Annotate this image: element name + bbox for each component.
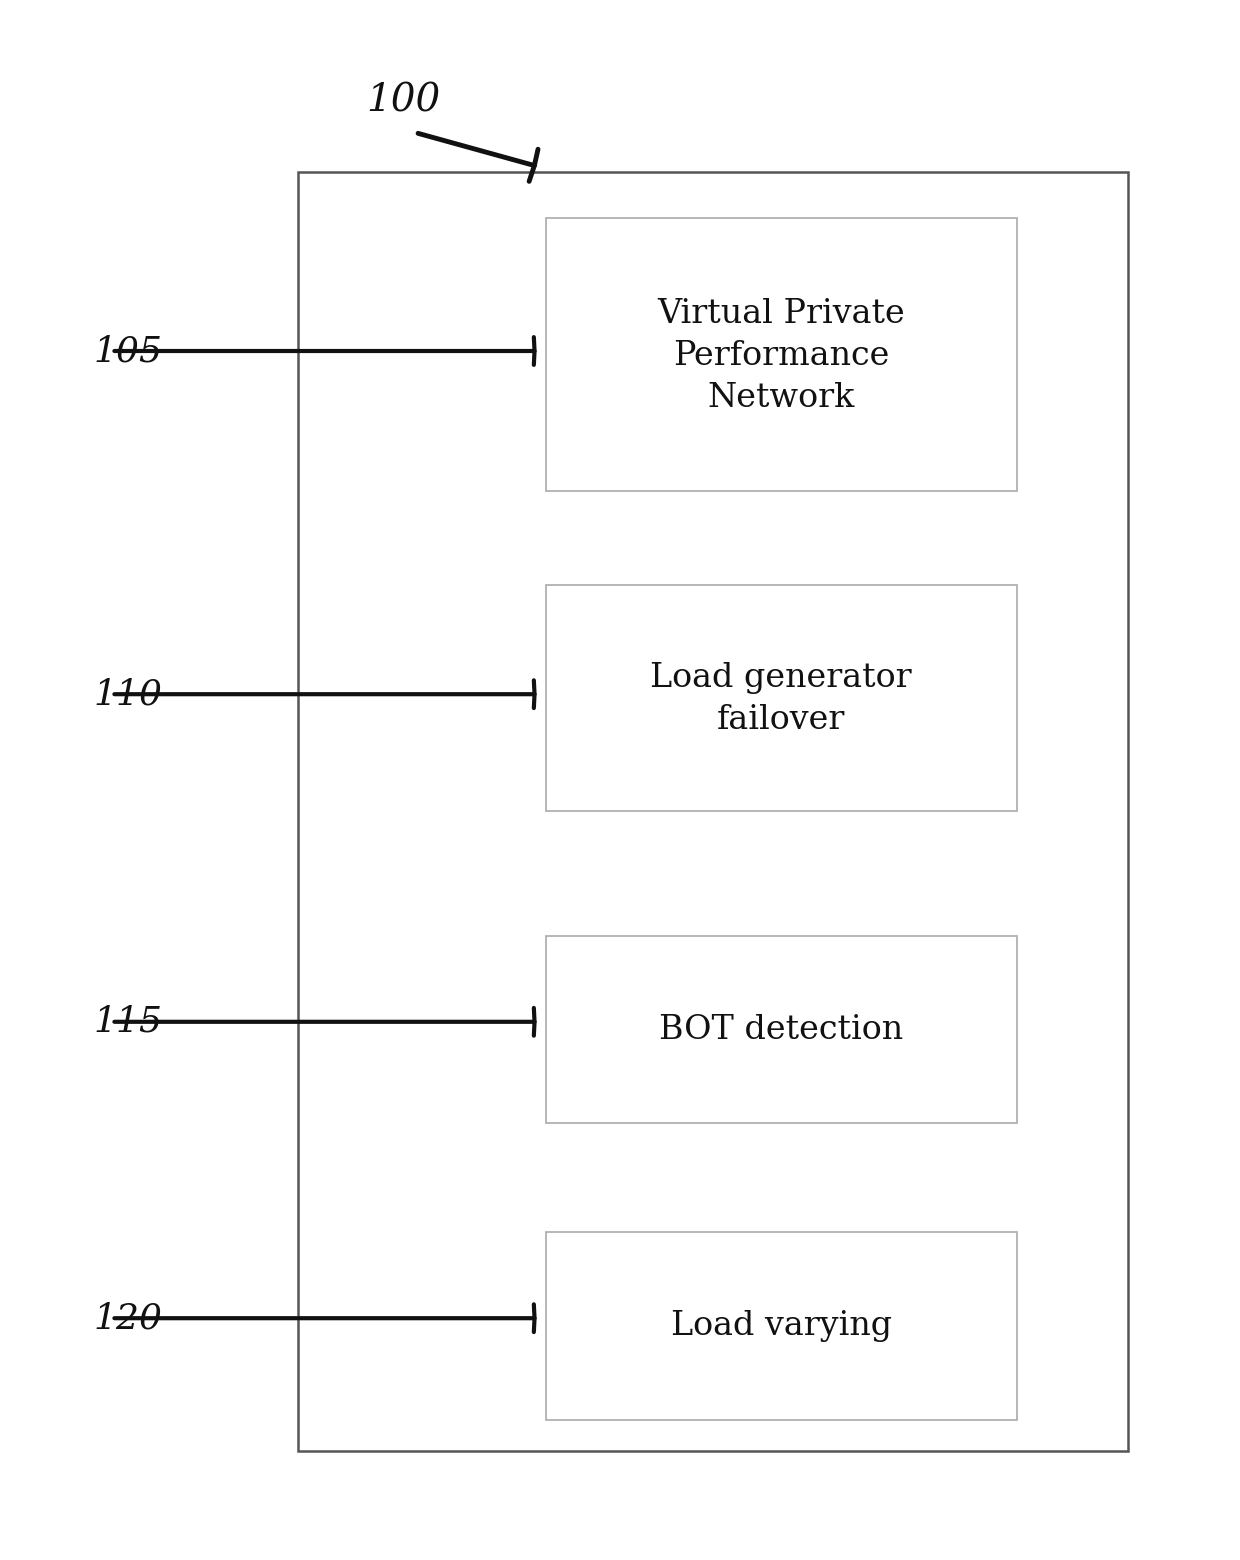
Text: BOT detection: BOT detection (660, 1014, 903, 1045)
Text: Virtual Private
Performance
Network: Virtual Private Performance Network (657, 298, 905, 413)
Text: 110: 110 (93, 677, 162, 711)
Bar (546, 218, 1017, 491)
Text: 105: 105 (93, 334, 162, 368)
Bar (546, 585, 1017, 811)
Text: 100: 100 (366, 83, 440, 120)
Text: 115: 115 (93, 1005, 162, 1039)
Text: Load varying: Load varying (671, 1310, 892, 1342)
Text: Load generator
failover: Load generator failover (651, 661, 911, 736)
Text: 120: 120 (93, 1301, 162, 1335)
Bar (546, 1232, 1017, 1420)
Bar (546, 936, 1017, 1123)
Bar (298, 172, 1128, 1451)
